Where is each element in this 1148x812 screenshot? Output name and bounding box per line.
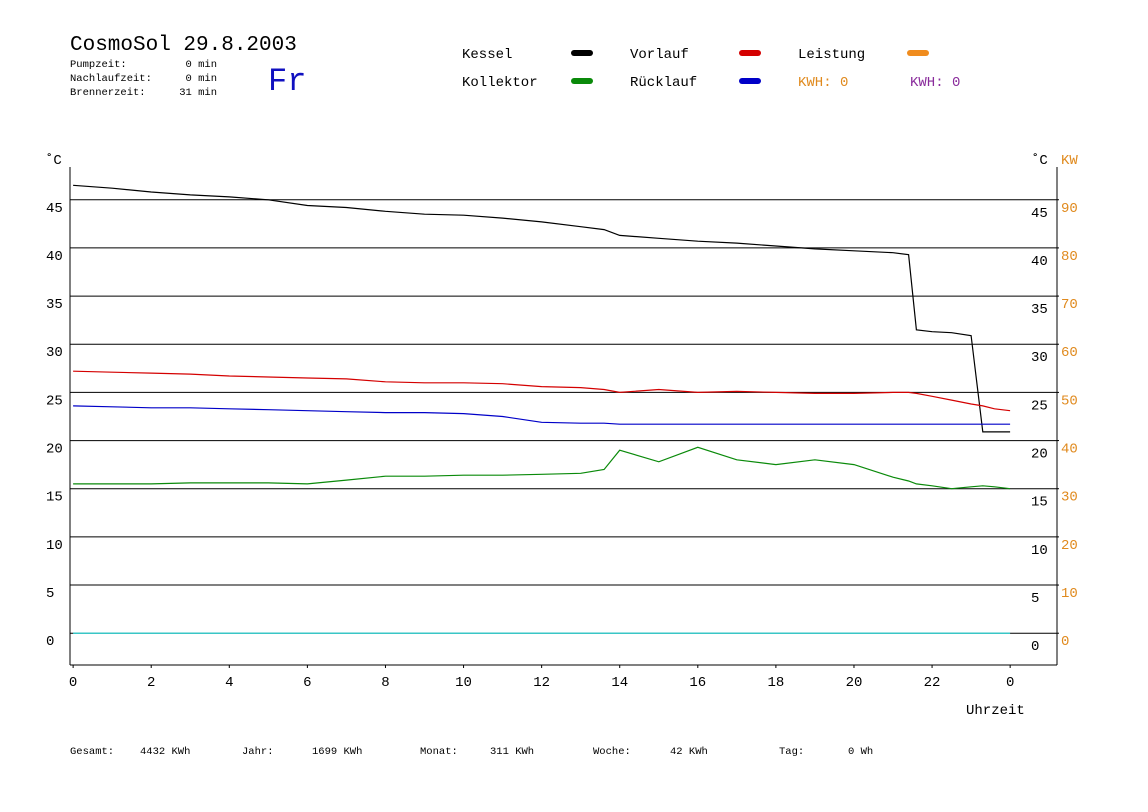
x-axis-label: Uhrzeit (966, 703, 1025, 719)
footer-value: 0 Wh (848, 746, 873, 758)
y-tick-label: 15 (46, 490, 63, 506)
x-tick-label: 18 (767, 675, 784, 691)
info-label: Brennerzeit: (70, 87, 146, 99)
footer-value: 1699 KWh (312, 746, 362, 758)
y2-unit: KW (1061, 153, 1078, 169)
day: Fr (268, 63, 306, 100)
y-right-tick-label: 20 (1031, 447, 1048, 463)
y-right-tick-label: 45 (1031, 206, 1048, 222)
footer-label: Jahr: (242, 746, 274, 758)
series-line (73, 370, 1011, 412)
y-right-tick-label: 10 (1031, 543, 1048, 559)
y2-tick-label: 60 (1061, 345, 1078, 361)
legend-label: Kessel (462, 47, 512, 63)
y2-tick-label: 30 (1061, 490, 1078, 506)
y2-tick-label: 70 (1061, 297, 1078, 313)
series-line (73, 184, 1011, 433)
kwh-label: KWH: 0 (910, 75, 960, 91)
y-right-tick-label: 35 (1031, 302, 1048, 318)
footer-value: 311 KWh (490, 746, 534, 758)
footer-label: Woche: (593, 746, 631, 758)
x-tick-label: 10 (455, 675, 472, 691)
footer-label: Tag: (779, 746, 804, 758)
y2-tick-label: 80 (1061, 249, 1078, 265)
x-tick-label: 4 (225, 675, 233, 691)
x-tick-label: 6 (303, 675, 311, 691)
series-line (73, 405, 1011, 425)
y-right-tick-label: 0 (1031, 639, 1039, 655)
info-label: Pumpzeit: (70, 59, 127, 71)
footer-value: 42 KWh (670, 746, 708, 758)
y2-tick-label: 0 (1061, 634, 1069, 650)
y-right-tick-label: 15 (1031, 495, 1048, 511)
y2-tick-label: 40 (1061, 442, 1078, 458)
y-axis-label: ˚C (45, 153, 62, 169)
x-tick-label: 12 (533, 675, 550, 691)
y-right-tick-label: 30 (1031, 350, 1048, 366)
x-tick-label: 20 (846, 675, 863, 691)
y2-tick-label: 10 (1061, 586, 1078, 602)
legend-label: Leistung (798, 47, 865, 63)
y-tick-label: 40 (46, 249, 63, 265)
y-right-tick-label: 40 (1031, 254, 1048, 270)
kwh-label: KWH: 0 (798, 75, 848, 91)
x-tick-label: 22 (924, 675, 941, 691)
x-tick-label: 2 (147, 675, 155, 691)
y-tick-label: 0 (46, 634, 54, 650)
x-tick-label: 16 (689, 675, 706, 691)
x-tick-label: 14 (611, 675, 628, 691)
y-tick-label: 30 (46, 345, 63, 361)
info-label: Nachlaufzeit: (70, 73, 152, 85)
y-right-tick-label: 5 (1031, 591, 1039, 607)
x-tick-label: 0 (69, 675, 77, 691)
legend-label: Vorlauf (630, 47, 689, 63)
series-line (73, 446, 1011, 490)
y2-tick-label: 90 (1061, 201, 1078, 217)
y-tick-label: 25 (46, 393, 63, 409)
y2-tick-label: 20 (1061, 538, 1078, 554)
y2-tick-label: 50 (1061, 393, 1078, 409)
info-value: 31 min (179, 87, 217, 99)
y-tick-label: 45 (46, 201, 63, 217)
x-tick-label: 0 (1006, 675, 1014, 691)
footer-label: Monat: (420, 746, 458, 758)
y-tick-label: 10 (46, 538, 63, 554)
y-right-tick-label: 25 (1031, 398, 1048, 414)
title: CosmoSol 29.8.2003 (70, 34, 297, 57)
y2-axis-label: ˚C (1031, 153, 1048, 169)
info-value: 0 min (185, 73, 217, 85)
footer-value: 4432 KWh (140, 746, 190, 758)
y-tick-label: 35 (46, 297, 63, 313)
x-tick-label: 8 (381, 675, 389, 691)
legend-label: Kollektor (462, 75, 538, 91)
footer-label: Gesamt: (70, 746, 114, 758)
info-value: 0 min (185, 59, 217, 71)
y-tick-label: 5 (46, 586, 54, 602)
legend-label: Rücklauf (630, 75, 697, 91)
y-tick-label: 20 (46, 442, 63, 458)
